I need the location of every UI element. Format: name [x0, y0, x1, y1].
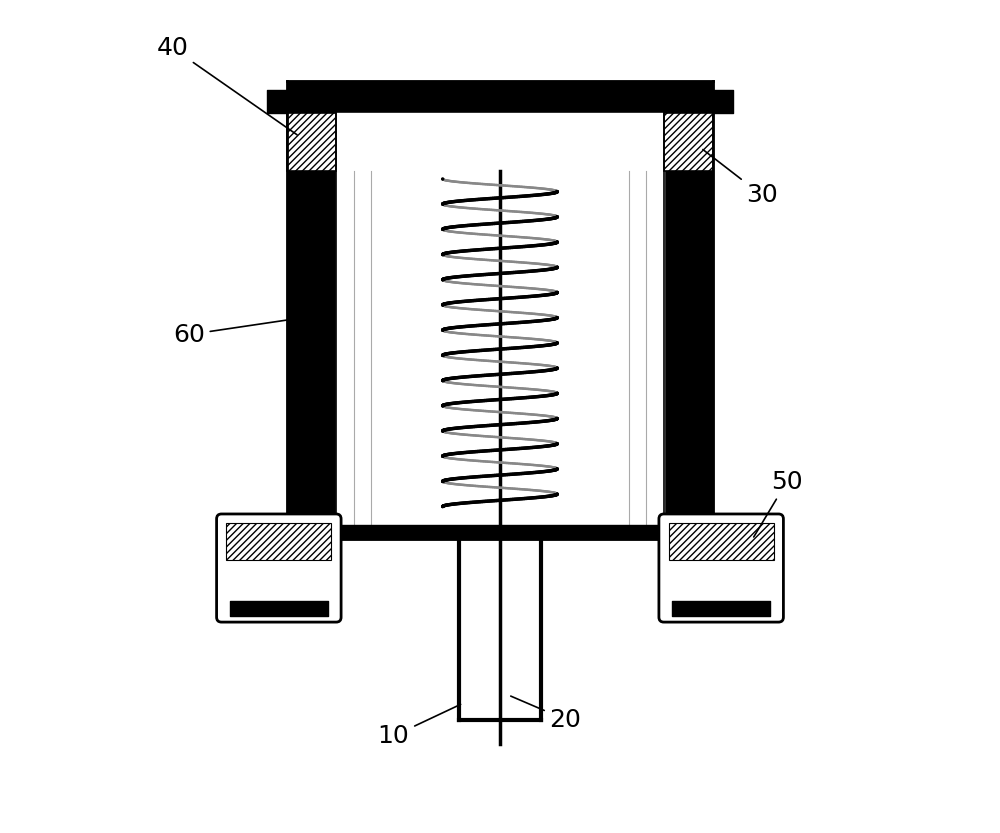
Bar	[664, 113, 713, 171]
Text: 30: 30	[703, 150, 778, 207]
Text: 10: 10	[378, 705, 461, 748]
Text: 60: 60	[173, 318, 297, 347]
Text: 50: 50	[754, 470, 803, 537]
Text: 40: 40	[156, 36, 297, 135]
Bar	[669, 523, 774, 560]
FancyBboxPatch shape	[217, 514, 341, 622]
Bar	[287, 113, 336, 171]
Text: 20: 20	[511, 696, 581, 731]
FancyBboxPatch shape	[659, 514, 783, 622]
Bar	[226, 523, 331, 560]
